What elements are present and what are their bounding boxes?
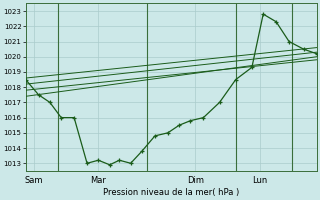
X-axis label: Pression niveau de la mer( hPa ): Pression niveau de la mer( hPa )	[103, 188, 239, 197]
